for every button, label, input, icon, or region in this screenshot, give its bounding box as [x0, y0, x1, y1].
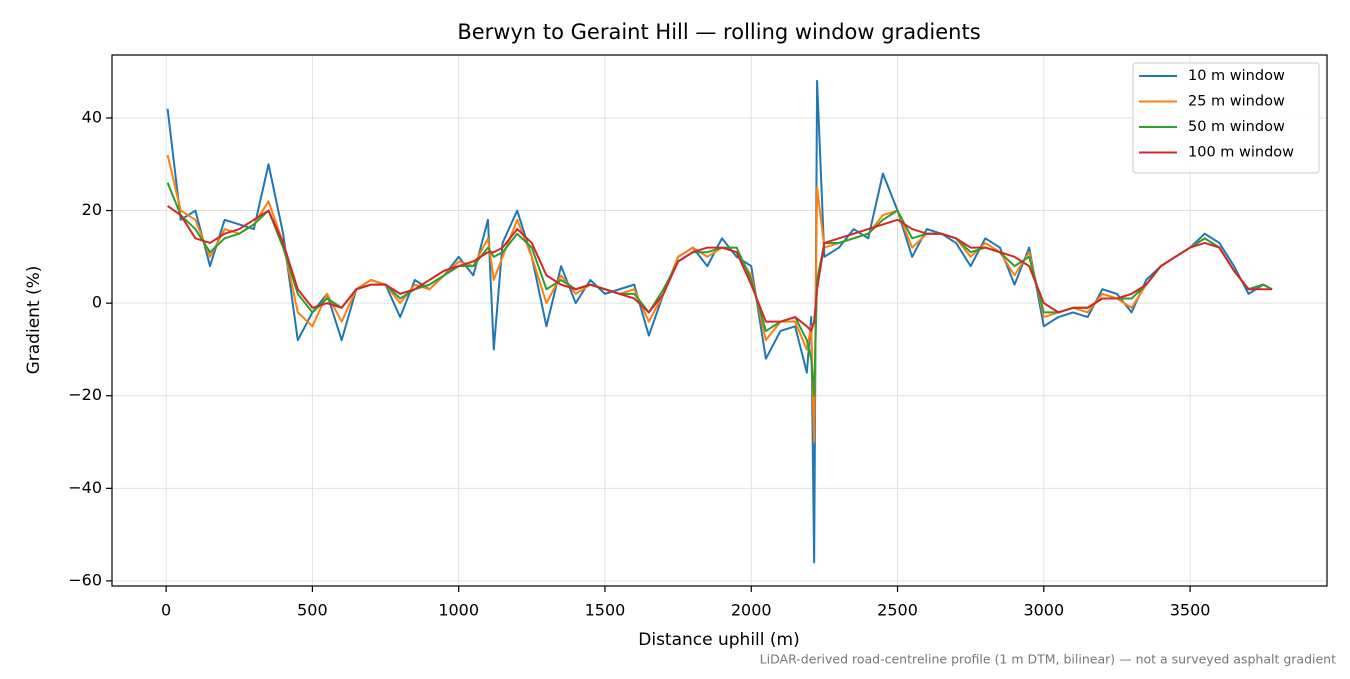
- chart-title: Berwyn to Geraint Hill — rolling window …: [457, 20, 980, 44]
- x-tick-label: 2000: [731, 601, 772, 620]
- y-tick-label: −20: [68, 385, 102, 404]
- y-axis-label: Gradient (%): [24, 266, 44, 375]
- y-tick-label: −40: [68, 478, 102, 497]
- x-tick-label: 1500: [585, 601, 626, 620]
- x-tick-label: 500: [297, 601, 328, 620]
- legend-label: 10 m window: [1188, 68, 1285, 84]
- x-tick-label: 3000: [1023, 601, 1064, 620]
- y-tick-label: 40: [82, 107, 102, 126]
- legend-label: 50 m window: [1188, 119, 1285, 135]
- y-tick-label: −60: [68, 570, 102, 589]
- legend: 10 m window 25 m window 50 m window 100 m w…: [1132, 62, 1320, 174]
- series-line: [167, 205, 1272, 332]
- y-tick-label: 0: [92, 293, 102, 312]
- plot-frame: [111, 54, 1328, 587]
- x-tick-label: 2500: [877, 601, 918, 620]
- legend-label: 100 m window: [1188, 145, 1294, 161]
- x-tick-label: 1000: [438, 601, 479, 620]
- legend-box: [1132, 62, 1320, 174]
- lines: [166, 79, 1273, 564]
- x-tick-label: 0: [161, 601, 171, 620]
- y-tick-label: 20: [82, 200, 102, 219]
- footnote: LiDAR-derived road-centreline profile (1…: [760, 652, 1336, 667]
- axes: 0 500 1000 1500 2000 2500 3000 3500 −60 −40 −20 0 20…: [68, 107, 1210, 619]
- x-tick-label: 3500: [1170, 601, 1211, 620]
- legend-label: 25 m window: [1188, 94, 1285, 110]
- x-axis-label: Distance uphill (m): [638, 630, 799, 650]
